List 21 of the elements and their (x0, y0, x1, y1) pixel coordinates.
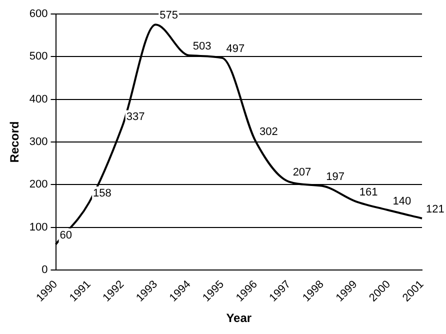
y-tick-label: 0 (42, 264, 48, 276)
data-label: 140 (392, 195, 412, 208)
y-tick-label: 200 (29, 178, 48, 191)
data-label: 60 (60, 229, 72, 242)
y-tick-label: 300 (29, 136, 48, 148)
x-axis-title: Year (226, 311, 252, 326)
data-label: 497 (226, 42, 245, 55)
data-label: 207 (292, 166, 312, 179)
data-label: 302 (260, 126, 278, 138)
data-label: 503 (192, 40, 212, 52)
data-label: 158 (93, 188, 112, 200)
data-label: 197 (326, 170, 344, 183)
data-label: 337 (126, 111, 145, 124)
y-tick-label: 100 (29, 221, 48, 234)
y-axis-title: Record (8, 121, 22, 163)
data-label: 575 (160, 10, 178, 22)
y-tick-label: 400 (29, 93, 48, 106)
data-label: 121 (426, 203, 444, 216)
data-label: 161 (359, 186, 378, 198)
y-tick-label: 600 (29, 8, 48, 20)
y-tick-label: 500 (29, 50, 48, 63)
